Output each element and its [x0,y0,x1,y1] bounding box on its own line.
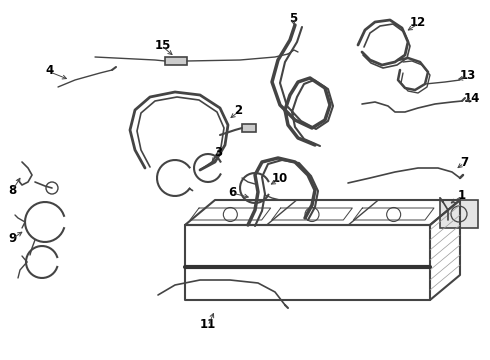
Text: 4: 4 [46,63,54,77]
Text: 1: 1 [458,189,466,202]
Text: 8: 8 [8,184,16,197]
Text: 6: 6 [228,185,236,198]
Text: 9: 9 [8,231,16,244]
Text: 12: 12 [410,15,426,28]
Bar [242,124,256,132]
Text: 11: 11 [200,319,216,332]
Bar [440,200,478,228]
Bar [165,57,187,65]
Text: 7: 7 [460,156,468,168]
Text: 13: 13 [460,68,476,81]
Text: 3: 3 [214,145,222,158]
Text: 5: 5 [289,12,297,24]
Text: 10: 10 [272,171,288,185]
Text: 15: 15 [155,39,171,51]
Text: 2: 2 [234,104,242,117]
Text: 14: 14 [464,91,480,104]
